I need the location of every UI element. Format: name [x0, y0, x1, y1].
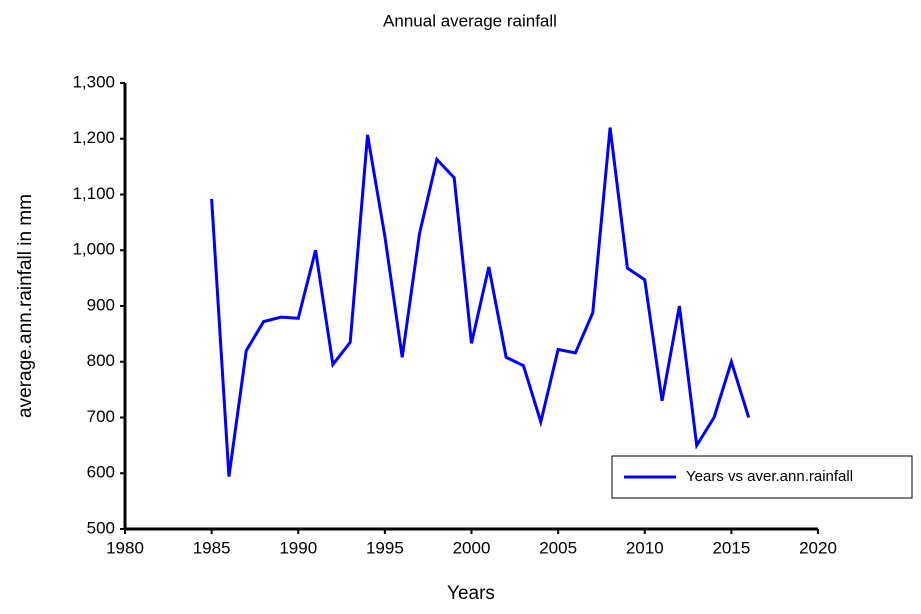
chart-title: Annual average rainfall [383, 11, 557, 30]
x-tick-label: 1990 [279, 538, 317, 557]
x-tick-label: 1995 [366, 538, 404, 557]
legend-label: Years vs aver.ann.rainfall [686, 468, 853, 485]
x-tick-label: 2000 [453, 538, 491, 557]
x-tick-label: 1985 [193, 538, 231, 557]
y-tick-label: 1,200 [72, 128, 115, 147]
y-tick-label: 500 [87, 518, 115, 537]
x-tick-label: 1980 [106, 538, 144, 557]
y-tick-label: 1,100 [72, 184, 115, 203]
x-tick-label: 2020 [799, 538, 837, 557]
y-tick-label: 900 [87, 295, 115, 314]
x-axis-label: Years [447, 583, 495, 604]
y-tick-label: 1,000 [72, 240, 115, 259]
y-tick-label: 700 [87, 407, 115, 426]
x-tick-label: 2005 [539, 538, 577, 557]
y-tick-label: 600 [87, 463, 115, 482]
data-line [210, 127, 751, 477]
x-tick-label: 2015 [712, 538, 750, 557]
y-tick-label: 1,300 [72, 72, 115, 91]
y-axis-label: average.ann.rainfall in mm [15, 194, 36, 418]
y-tick-label: 800 [87, 351, 115, 370]
x-tick-label: 2010 [626, 538, 664, 557]
